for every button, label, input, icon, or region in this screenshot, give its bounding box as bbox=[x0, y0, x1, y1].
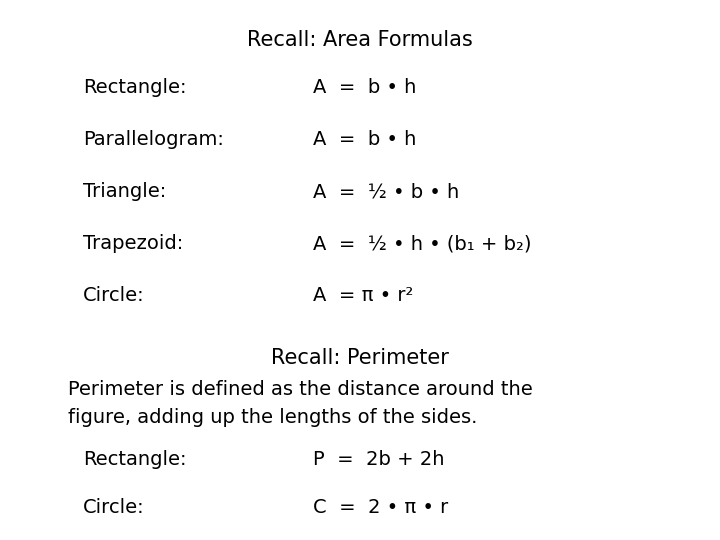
Text: Perimeter is defined as the distance around the: Perimeter is defined as the distance aro… bbox=[68, 380, 533, 399]
Text: A  =  b • h: A = b • h bbox=[313, 130, 417, 149]
Text: Parallelogram:: Parallelogram: bbox=[83, 130, 224, 149]
Text: C  =  2 • π • r: C = 2 • π • r bbox=[313, 498, 449, 517]
Text: Rectangle:: Rectangle: bbox=[83, 78, 186, 97]
Text: P  =  2b + 2h: P = 2b + 2h bbox=[313, 450, 445, 469]
Text: A  = π • r²: A = π • r² bbox=[313, 286, 413, 305]
Text: figure, adding up the lengths of the sides.: figure, adding up the lengths of the sid… bbox=[68, 408, 478, 427]
Text: A  =  ½ • b • h: A = ½ • b • h bbox=[313, 182, 459, 201]
Text: Triangle:: Triangle: bbox=[83, 182, 166, 201]
Text: Trapezoid:: Trapezoid: bbox=[83, 234, 183, 253]
Text: Circle:: Circle: bbox=[83, 498, 145, 517]
Text: Recall: Perimeter: Recall: Perimeter bbox=[271, 348, 449, 368]
Text: Rectangle:: Rectangle: bbox=[83, 450, 186, 469]
Text: Circle:: Circle: bbox=[83, 286, 145, 305]
Text: A  =  ½ • h • (b₁ + b₂): A = ½ • h • (b₁ + b₂) bbox=[313, 234, 531, 253]
Text: A  =  b • h: A = b • h bbox=[313, 78, 417, 97]
Text: Recall: Area Formulas: Recall: Area Formulas bbox=[247, 30, 473, 50]
